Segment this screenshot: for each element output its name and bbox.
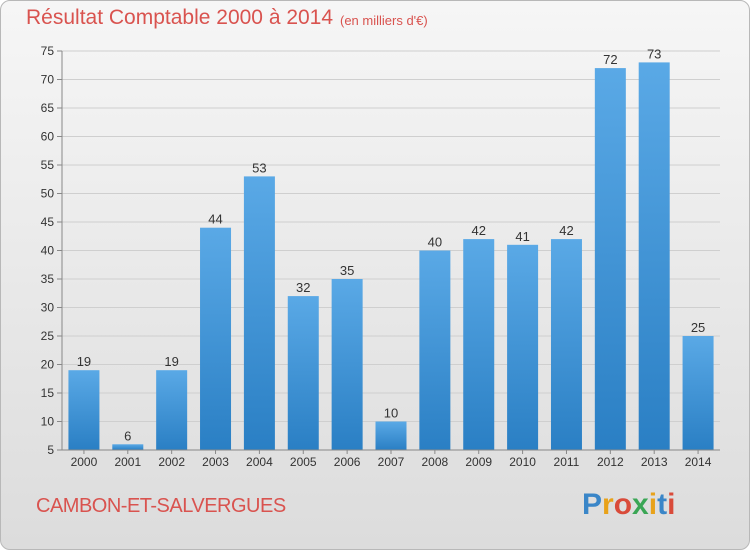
x-tick-label: 2009 <box>465 455 492 469</box>
bar-2007 <box>375 421 407 450</box>
x-tick-label: 2008 <box>422 455 449 469</box>
y-tick-label: 20 <box>41 358 55 372</box>
data-labels: 19 6 19 44 53 32 35 10 40 42 41 42 72 73 25 <box>77 46 706 443</box>
x-tick-label: 2010 <box>509 455 536 469</box>
data-label: 10 <box>384 406 398 421</box>
bar-2012 <box>594 68 626 450</box>
bars <box>68 62 714 451</box>
x-tick-label: 2001 <box>114 455 141 469</box>
bar-2005 <box>287 296 319 450</box>
y-tick-label: 55 <box>41 158 55 172</box>
bar-2014 <box>682 336 714 450</box>
bar-2011 <box>550 239 582 450</box>
chart-subtitle: (en milliers d'€) <box>340 13 428 28</box>
y-tick-label: 50 <box>41 187 55 201</box>
bar-2010 <box>507 244 539 450</box>
y-tick-label: 35 <box>41 272 55 286</box>
data-label: 42 <box>471 223 485 238</box>
x-tick-label: 2004 <box>246 455 273 469</box>
data-label: 42 <box>559 223 573 238</box>
chart-title: Résultat Comptable 2000 à 2014 <box>26 6 334 29</box>
logo-letter: r <box>602 488 614 521</box>
logo-letter: t <box>657 488 668 521</box>
x-tick-label: 2000 <box>71 455 98 469</box>
logo-letter: x <box>632 488 649 521</box>
data-label: 40 <box>428 235 442 250</box>
bar-2006 <box>331 279 363 450</box>
x-tick-label: 2013 <box>641 455 668 469</box>
y-tick-label: 15 <box>41 386 55 400</box>
data-label: 19 <box>164 354 178 369</box>
x-tick-label: 2003 <box>202 455 229 469</box>
bar-2002 <box>156 370 188 450</box>
x-tick-label: 2014 <box>685 455 712 469</box>
data-label: 6 <box>124 428 131 443</box>
x-tick-label: 2011 <box>554 455 580 469</box>
x-tick-label: 2012 <box>597 455 624 469</box>
data-label: 44 <box>208 212 222 227</box>
x-tick-label: 2005 <box>290 455 317 469</box>
y-tick-label: 40 <box>41 244 55 258</box>
y-tick-label: 60 <box>41 130 55 144</box>
bar-2003 <box>200 227 232 450</box>
x-tick-label: 2007 <box>378 455 405 469</box>
bar-2000 <box>68 370 100 450</box>
bar-2009 <box>463 239 495 450</box>
x-tick-label: 2006 <box>334 455 361 469</box>
data-label: 73 <box>647 46 661 61</box>
y-axis: 5 10 15 20 25 30 35 40 45 50 55 60 65 70 75 <box>41 44 63 457</box>
x-axis: 2000 2001 2002 2003 2004 2005 2006 2007 2008 2009… <box>62 449 720 469</box>
logo-letter: o <box>613 488 633 521</box>
y-tick-label: 30 <box>41 301 55 315</box>
bar-2008 <box>419 250 451 450</box>
data-label: 53 <box>252 160 266 175</box>
data-label: 35 <box>340 263 354 278</box>
data-label: 41 <box>515 229 529 244</box>
y-tick-label: 65 <box>41 101 55 115</box>
y-tick-label: 75 <box>41 44 55 58</box>
x-tick-label: 2002 <box>158 455 185 469</box>
data-label: 72 <box>603 52 617 67</box>
proxiti-logo: Proxiti <box>582 488 675 522</box>
bar-2013 <box>638 62 670 451</box>
logo-letter: i <box>667 488 676 521</box>
y-tick-label: 10 <box>41 415 55 429</box>
y-tick-label: 25 <box>41 329 55 343</box>
logo-letter: P <box>582 488 603 521</box>
data-label: 25 <box>691 320 705 335</box>
bar-2004 <box>243 176 275 450</box>
y-tick-label: 45 <box>41 215 55 229</box>
data-label: 19 <box>77 354 91 369</box>
commune-name: CAMBON-ET-SALVERGUES <box>36 495 286 517</box>
logo-letter: i <box>648 488 658 521</box>
data-label: 32 <box>296 280 310 295</box>
bar-2001 <box>112 444 144 450</box>
y-tick-label: 5 <box>47 443 54 457</box>
y-tick-label: 70 <box>41 73 55 87</box>
